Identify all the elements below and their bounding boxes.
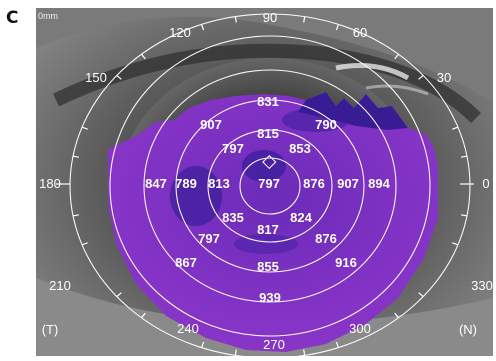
angle-label: 150 (85, 70, 107, 85)
outer-ring-tick (81, 126, 88, 130)
outer-ring-ticks (72, 16, 468, 356)
angle-label: 60 (353, 25, 367, 40)
angle-label: 30 (437, 70, 451, 85)
thickness-value: 797 (258, 176, 280, 191)
angle-label: 90 (263, 10, 277, 25)
outer-ring-tick (452, 242, 459, 246)
specular-highlight (335, 63, 410, 81)
thickness-value: 789 (175, 176, 197, 191)
outer-ring-tick (335, 341, 339, 348)
thickness-value: 847 (145, 176, 167, 191)
outer-ring-tick (140, 312, 146, 319)
temporal-label: (T) (42, 322, 59, 337)
angle-label: 240 (177, 321, 199, 336)
thin-region-temporal (170, 166, 222, 226)
outer-ring-tick (452, 126, 459, 130)
angle-label: 270 (263, 337, 285, 352)
vertex-marker (262, 154, 277, 170)
angle-label: 210 (49, 278, 71, 293)
panel-letter: C (6, 8, 19, 28)
thickness-value: 939 (259, 290, 281, 305)
lower-eyelid (36, 278, 493, 356)
angle-label: 300 (349, 321, 371, 336)
upper-eyelid (36, 8, 493, 103)
outer-ring-tick (116, 74, 122, 80)
outer-ring-tick (201, 24, 205, 31)
angle-label: 0 (482, 176, 489, 191)
outer-ring-tick (418, 74, 424, 80)
thickness-value: 907 (337, 176, 359, 191)
angle-labels: 90 120 60 150 30 180 0 210 330 240 300 270 (39, 10, 493, 352)
outer-ring-tick (234, 349, 237, 356)
outer-ring-tick (303, 349, 306, 356)
thickness-value: 817 (257, 222, 279, 237)
thickness-value: 876 (315, 231, 337, 246)
grid-ring-1 (239, 157, 301, 215)
outer-ring-tick (460, 214, 468, 217)
nasal-label: (N) (459, 322, 477, 337)
angle-label: 120 (169, 25, 191, 40)
outer-ring-tick (72, 214, 80, 217)
thickness-value: 853 (289, 141, 311, 156)
thickness-value: 824 (290, 210, 312, 225)
grid-ring-3 (175, 99, 365, 273)
thickness-value: 835 (222, 210, 244, 225)
thickness-value: 894 (368, 176, 390, 191)
thin-region-superior-central (282, 108, 350, 132)
outer-ring-tick (140, 53, 146, 60)
thickness-value: 813 (208, 176, 230, 191)
outer-ring-tick (303, 16, 306, 23)
outer-ring-tick (116, 292, 122, 298)
eyelash-reflection (365, 84, 429, 96)
outer-ring-tick (81, 242, 88, 246)
outer-ring-tick (72, 155, 80, 158)
thickness-value: 855 (257, 259, 279, 274)
thickness-value: 797 (222, 141, 244, 156)
outer-ring-tick (394, 53, 400, 60)
outer-ring-tick (201, 341, 205, 348)
angle-label: 330 (471, 278, 493, 293)
outer-ring-tick (460, 155, 468, 158)
thickness-value: 907 (200, 117, 222, 132)
scale-label: 0mm (38, 11, 58, 21)
outer-ring-tick (418, 292, 424, 298)
outer-ring-tick (394, 312, 400, 319)
outer-ring-tick (335, 24, 339, 31)
thickness-value: 876 (303, 176, 325, 191)
eye-image-panel: 0mm 90 120 60 150 30 180 0 210 330 240 300 270 831 9… (36, 8, 493, 359)
thickness-value: 867 (175, 255, 197, 270)
outer-ring-tick (234, 16, 237, 23)
thickness-value: 797 (198, 231, 220, 246)
thin-region-superior (298, 92, 408, 130)
thickness-value: 815 (257, 126, 279, 141)
grid-ring-2 (207, 129, 333, 243)
grid-ring-4 (143, 69, 397, 303)
thickness-value: 790 (315, 117, 337, 132)
thickness-value: 831 (257, 94, 279, 109)
thickness-values: 831 907 790 815 797 853 847 789 813 797 876 907 894 8… (145, 94, 390, 305)
thickness-value: 916 (335, 255, 357, 270)
grid-ring-5 (109, 35, 431, 337)
angle-label: 180 (39, 176, 61, 191)
